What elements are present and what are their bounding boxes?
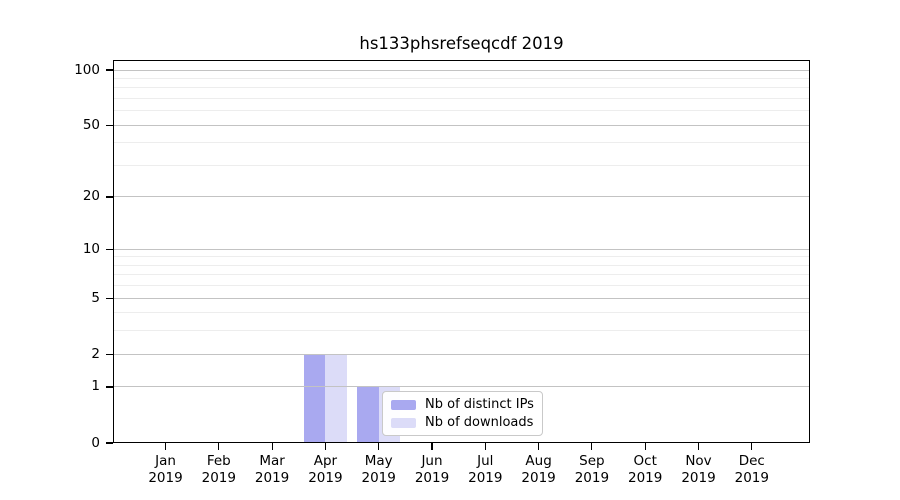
- gridline-minor: [113, 285, 810, 287]
- x-axis-tick: [271, 443, 273, 450]
- gridline-minor: [113, 256, 810, 258]
- x-axis-label-month: May: [364, 453, 393, 469]
- x-axis-label: Mar 2019: [229, 453, 315, 487]
- legend-swatch: [391, 400, 416, 410]
- x-axis-label: Dec 2019: [709, 453, 795, 487]
- x-axis-label-month: Aug: [525, 453, 552, 469]
- legend-swatch: [391, 418, 416, 428]
- gridline-major: [113, 248, 810, 250]
- x-axis-label: May 2019: [336, 453, 422, 487]
- gridline-minor: [113, 330, 810, 332]
- x-axis-label-year: 2019: [521, 470, 556, 486]
- x-axis-label: Nov 2019: [656, 453, 742, 487]
- gridline-major: [113, 353, 810, 355]
- x-axis-label-month: Nov: [685, 453, 712, 469]
- legend-entry-nb-of-downloads: Nb of downloads: [391, 414, 542, 432]
- x-axis-label-year: 2019: [254, 470, 290, 486]
- x-axis-label-month: Dec: [738, 453, 765, 469]
- y-axis-label: 20: [82, 188, 100, 205]
- gridline-major: [113, 196, 810, 198]
- x-axis-label-year: 2019: [628, 470, 663, 486]
- gridline-minor: [113, 110, 810, 112]
- x-axis-tick: [538, 443, 540, 450]
- x-axis-label-month: Jun: [421, 453, 443, 469]
- y-axis-label: 5: [91, 289, 100, 306]
- gridline-minor: [113, 97, 810, 99]
- gridline-major: [113, 124, 810, 126]
- y-axis-label: 100: [74, 61, 100, 78]
- bar-nb-of-distinct-ips-may-2019: [357, 386, 379, 443]
- y-axis-tick: [106, 248, 113, 250]
- y-axis-tick: [106, 196, 113, 198]
- x-axis-tick: [591, 443, 593, 450]
- x-axis-label-year: 2019: [734, 470, 769, 486]
- gridline-minor: [113, 87, 810, 89]
- x-axis-tick: [378, 443, 380, 450]
- legend: Nb of distinct IPs Nb of downloads: [382, 391, 543, 436]
- x-axis-tick: [431, 443, 433, 450]
- x-axis-label-year: 2019: [414, 470, 450, 486]
- y-axis-label: 10: [82, 240, 100, 257]
- chart-title: hs133phsrefseqcdf 2019: [359, 34, 564, 53]
- x-axis-label-month: Jul: [477, 453, 494, 469]
- legend-label: Nb of downloads: [425, 415, 534, 430]
- x-axis-label-year: 2019: [148, 470, 183, 486]
- x-axis-tick: [484, 443, 486, 450]
- gridline-minor: [113, 274, 810, 276]
- gridline-minor: [113, 142, 810, 144]
- x-axis-label-month: Apr: [313, 453, 338, 469]
- plot-area: [113, 60, 810, 443]
- y-axis-label: 0: [91, 434, 100, 451]
- x-axis-label-year: 2019: [308, 470, 343, 486]
- y-axis-label: 1: [91, 378, 100, 395]
- x-axis-label-month: Jan: [155, 453, 176, 469]
- x-axis-tick: [164, 443, 167, 450]
- bar-nb-of-downloads-apr-2019: [325, 354, 347, 443]
- x-axis-label-year: 2019: [681, 470, 716, 486]
- x-axis-label-month: Feb: [206, 453, 231, 469]
- x-axis-label: Sep 2019: [549, 453, 635, 487]
- legend-label: Nb of distinct IPs: [425, 397, 534, 412]
- x-axis-label-month: Mar: [259, 453, 285, 469]
- y-axis-tick: [106, 353, 113, 355]
- gridline-major: [113, 386, 810, 388]
- gridline-minor: [113, 312, 810, 314]
- gridline-minor: [113, 77, 810, 79]
- y-axis-tick: [106, 386, 113, 388]
- x-axis-tick: [218, 443, 220, 450]
- x-axis-label-year: 2019: [361, 470, 396, 486]
- x-axis-label: Apr 2019: [282, 453, 368, 487]
- x-axis-tick: [324, 443, 326, 450]
- gridline-major: [113, 297, 810, 299]
- x-axis-label: Oct 2019: [602, 453, 688, 487]
- x-axis-tick: [644, 443, 646, 450]
- y-axis-tick: [106, 297, 113, 299]
- x-axis-label: Jul 2019: [442, 453, 528, 487]
- x-axis-label-year: 2019: [468, 470, 503, 486]
- x-axis-label-year: 2019: [201, 470, 236, 486]
- y-axis-tick: [106, 442, 113, 444]
- legend-entry-nb-of-distinct-ips: Nb of distinct IPs: [391, 396, 542, 414]
- x-axis-label-year: 2019: [574, 470, 610, 486]
- x-axis-label-month: Sep: [579, 453, 605, 469]
- gridline-major: [113, 69, 810, 71]
- x-axis-tick: [697, 443, 700, 450]
- gridline-minor: [113, 264, 810, 266]
- y-axis-label: 2: [91, 345, 100, 362]
- y-axis-label: 50: [82, 116, 100, 133]
- x-axis-tick: [751, 443, 753, 450]
- bar-nb-of-distinct-ips-apr-2019: [303, 354, 326, 443]
- x-axis-label: Feb 2019: [176, 453, 262, 487]
- y-axis-tick: [106, 124, 113, 126]
- y-axis-tick: [106, 69, 113, 71]
- x-axis-label: Jun 2019: [389, 453, 475, 487]
- x-axis-label-month: Oct: [633, 453, 657, 469]
- gridline-minor: [113, 164, 810, 166]
- x-axis-label: Aug 2019: [496, 453, 582, 487]
- x-axis-label: Jan 2019: [123, 453, 209, 487]
